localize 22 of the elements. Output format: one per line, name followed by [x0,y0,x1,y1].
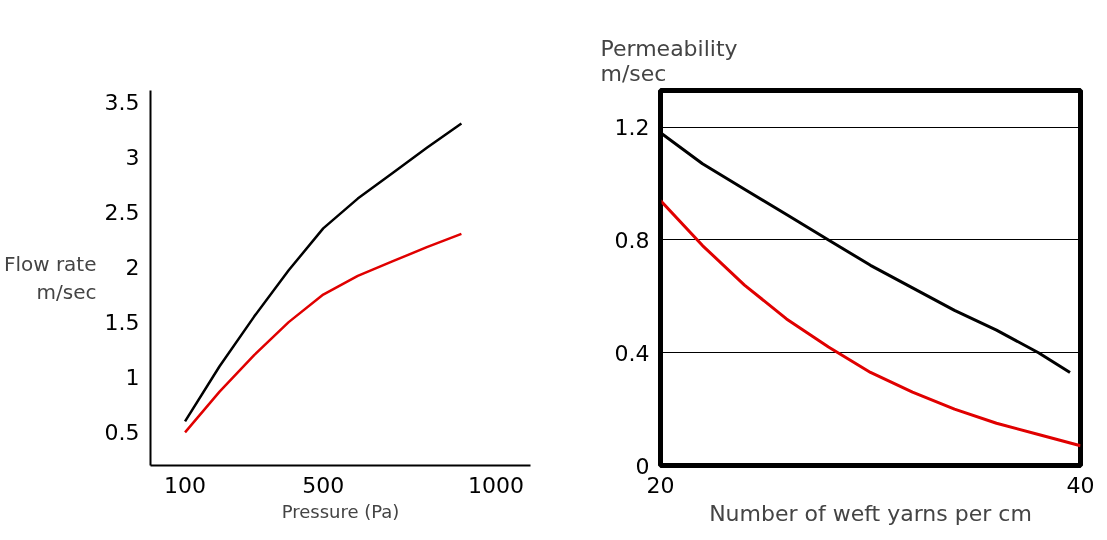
y-axis-title: Flow rate m/sec [3,251,97,305]
x-axis-title: Pressure (Pa) [281,500,400,522]
y-tick-label: 1.5 [104,310,140,336]
y-tick-label: 0.8 [614,227,650,253]
x-tick-label: 1000 [467,472,524,498]
y-tick-label: 1 [125,365,140,391]
y-tick-label: 0.5 [104,420,140,446]
line-series [660,198,1081,448]
y-tick-label: 1.2 [614,115,650,141]
x-tick-label: 500 [302,472,345,498]
line-series [183,122,463,423]
y-tick-label: 0.4 [614,340,650,366]
line-series [183,232,463,434]
y-axis-title: Permeability m/sec [600,35,738,86]
y-tick-label: 2.5 [104,199,140,225]
y-tick-label: 2 [125,254,140,280]
y-tick-label: 3 [125,144,140,170]
x-tick-label: 40 [1066,472,1095,498]
x-tick-label: 100 [164,472,207,498]
x-axis-title: Number of weft yarns per cm [709,500,1032,526]
y-tick-label: 3.5 [104,89,140,115]
x-tick-label: 20 [646,472,675,498]
